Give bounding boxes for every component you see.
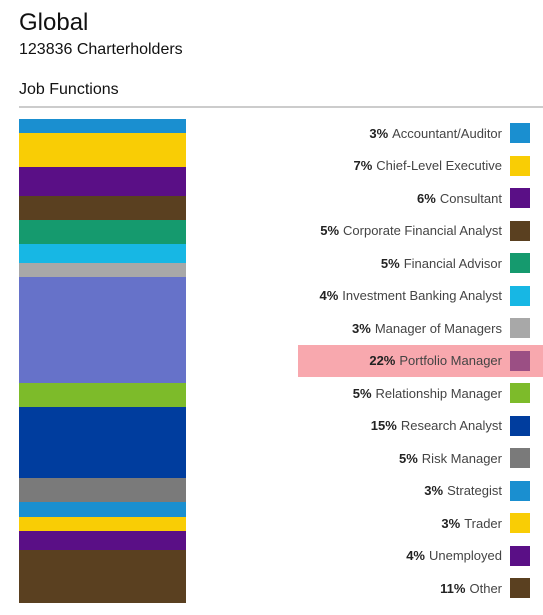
bar-segment-risk-manager[interactable]: [19, 478, 186, 503]
legend-percent: 3%: [424, 483, 444, 499]
legend-item-other[interactable]: 11% Other: [298, 572, 543, 605]
legend-swatch: [510, 123, 530, 144]
legend-item-research-analyst[interactable]: 15% Research Analyst: [298, 410, 543, 443]
legend-item-corporate-financial-analyst[interactable]: 5% Corporate Financial Analyst: [298, 215, 543, 248]
legend-label: Unemployed: [429, 548, 502, 564]
legend: 3% Accountant/Auditor 7% Chief-Level Execut…: [298, 117, 543, 605]
legend-swatch: [510, 253, 530, 274]
bar-segment-financial-advisor[interactable]: [19, 219, 186, 245]
legend-swatch: [510, 448, 530, 469]
legend-percent: 5%: [352, 385, 372, 401]
section-heading: Job Functions: [19, 81, 119, 98]
legend-label: Chief-Level Executive: [376, 158, 502, 174]
bar-segment-manager-of-managers[interactable]: [19, 262, 186, 278]
legend-item-manager-of-managers[interactable]: 3% Manager of Managers: [298, 312, 543, 345]
legend-swatch: [510, 578, 530, 599]
legend-swatch: [510, 480, 530, 501]
legend-swatch: [510, 350, 530, 371]
legend-item-risk-manager[interactable]: 5% Risk Manager: [298, 442, 543, 475]
legend-item-investment-banking-analyst[interactable]: 4% Investment Banking Analyst: [298, 280, 543, 313]
legend-label: Strategist: [447, 483, 502, 499]
page-title: Global: [19, 9, 89, 36]
bar-segment-accountant-auditor[interactable]: [19, 119, 186, 134]
legend-swatch: [510, 383, 530, 404]
legend-swatch: [510, 318, 530, 339]
legend-percent: 5%: [399, 450, 418, 466]
legend-swatch: [510, 188, 530, 209]
legend-swatch: [510, 220, 530, 241]
legend-swatch: [510, 285, 530, 306]
legend-item-consultant[interactable]: 6% Consultant: [298, 182, 543, 215]
legend-item-accountant-auditor[interactable]: 3% Accountant/Auditor: [298, 117, 543, 150]
legend-label: Financial Advisor: [403, 255, 502, 271]
legend-label: Other: [469, 580, 502, 596]
legend-label: Corporate Financial Analyst: [343, 223, 502, 239]
bar-segment-unemployed[interactable]: [19, 531, 186, 551]
legend-percent: 4%: [319, 288, 339, 304]
legend-percent: 3%: [441, 515, 461, 531]
legend-percent: 22%: [369, 353, 396, 369]
bar-segment-corporate-financial-analyst[interactable]: [19, 195, 186, 221]
charterholder-count: 123836 Charterholders: [19, 41, 183, 58]
legend-item-chief-level-executive[interactable]: 7% Chief-Level Executive: [298, 150, 543, 183]
legend-percent: 3%: [369, 125, 389, 141]
legend-label: Investment Banking Analyst: [342, 288, 502, 304]
bar-segment-other[interactable]: [19, 550, 186, 604]
bar-segment-research-analyst[interactable]: [19, 406, 186, 479]
legend-swatch: [510, 513, 530, 534]
legend-item-unemployed[interactable]: 4% Unemployed: [298, 540, 543, 573]
legend-percent: 4%: [406, 548, 425, 564]
legend-percent: 5%: [320, 223, 340, 239]
legend-label: Accountant/Auditor: [392, 125, 502, 141]
legend-percent: 15%: [370, 418, 397, 434]
legend-percent: 11%: [440, 580, 466, 596]
legend-percent: 5%: [380, 255, 400, 271]
bar-segment-investment-banking-analyst[interactable]: [19, 243, 186, 264]
stacked-bar: [19, 119, 186, 604]
bar-segment-strategist[interactable]: [19, 502, 186, 518]
legend-percent: 3%: [352, 320, 371, 336]
legend-label: Consultant: [439, 190, 502, 206]
legend-swatch: [510, 415, 530, 436]
legend-label: Relationship Manager: [375, 385, 502, 401]
legend-item-trader[interactable]: 3% Trader: [298, 507, 543, 540]
legend-label: Research Analyst: [400, 418, 502, 434]
bar-segment-chief-level-executive[interactable]: [19, 133, 186, 168]
legend-label: Manager of Managers: [374, 320, 502, 336]
section-divider: [19, 106, 543, 108]
legend-item-strategist[interactable]: 3% Strategist: [298, 475, 543, 508]
legend-item-financial-advisor[interactable]: 5% Financial Advisor: [298, 247, 543, 280]
legend-percent: 7%: [353, 158, 373, 174]
bar-segment-portfolio-manager[interactable]: [19, 277, 186, 384]
legend-label: Trader: [464, 515, 502, 531]
legend-swatch: [510, 545, 530, 566]
legend-item-relationship-manager[interactable]: 5% Relationship Manager: [298, 377, 543, 410]
bar-segment-trader[interactable]: [19, 516, 186, 532]
legend-swatch: [510, 155, 530, 176]
legend-item-portfolio-manager[interactable]: 22% Portfolio Manager: [298, 344, 543, 377]
legend-percent: 6%: [417, 190, 436, 206]
bar-segment-relationship-manager[interactable]: [19, 382, 186, 408]
legend-label: Risk Manager: [421, 450, 502, 466]
bar-segment-consultant[interactable]: [19, 166, 186, 197]
legend-label: Portfolio Manager: [399, 353, 502, 369]
